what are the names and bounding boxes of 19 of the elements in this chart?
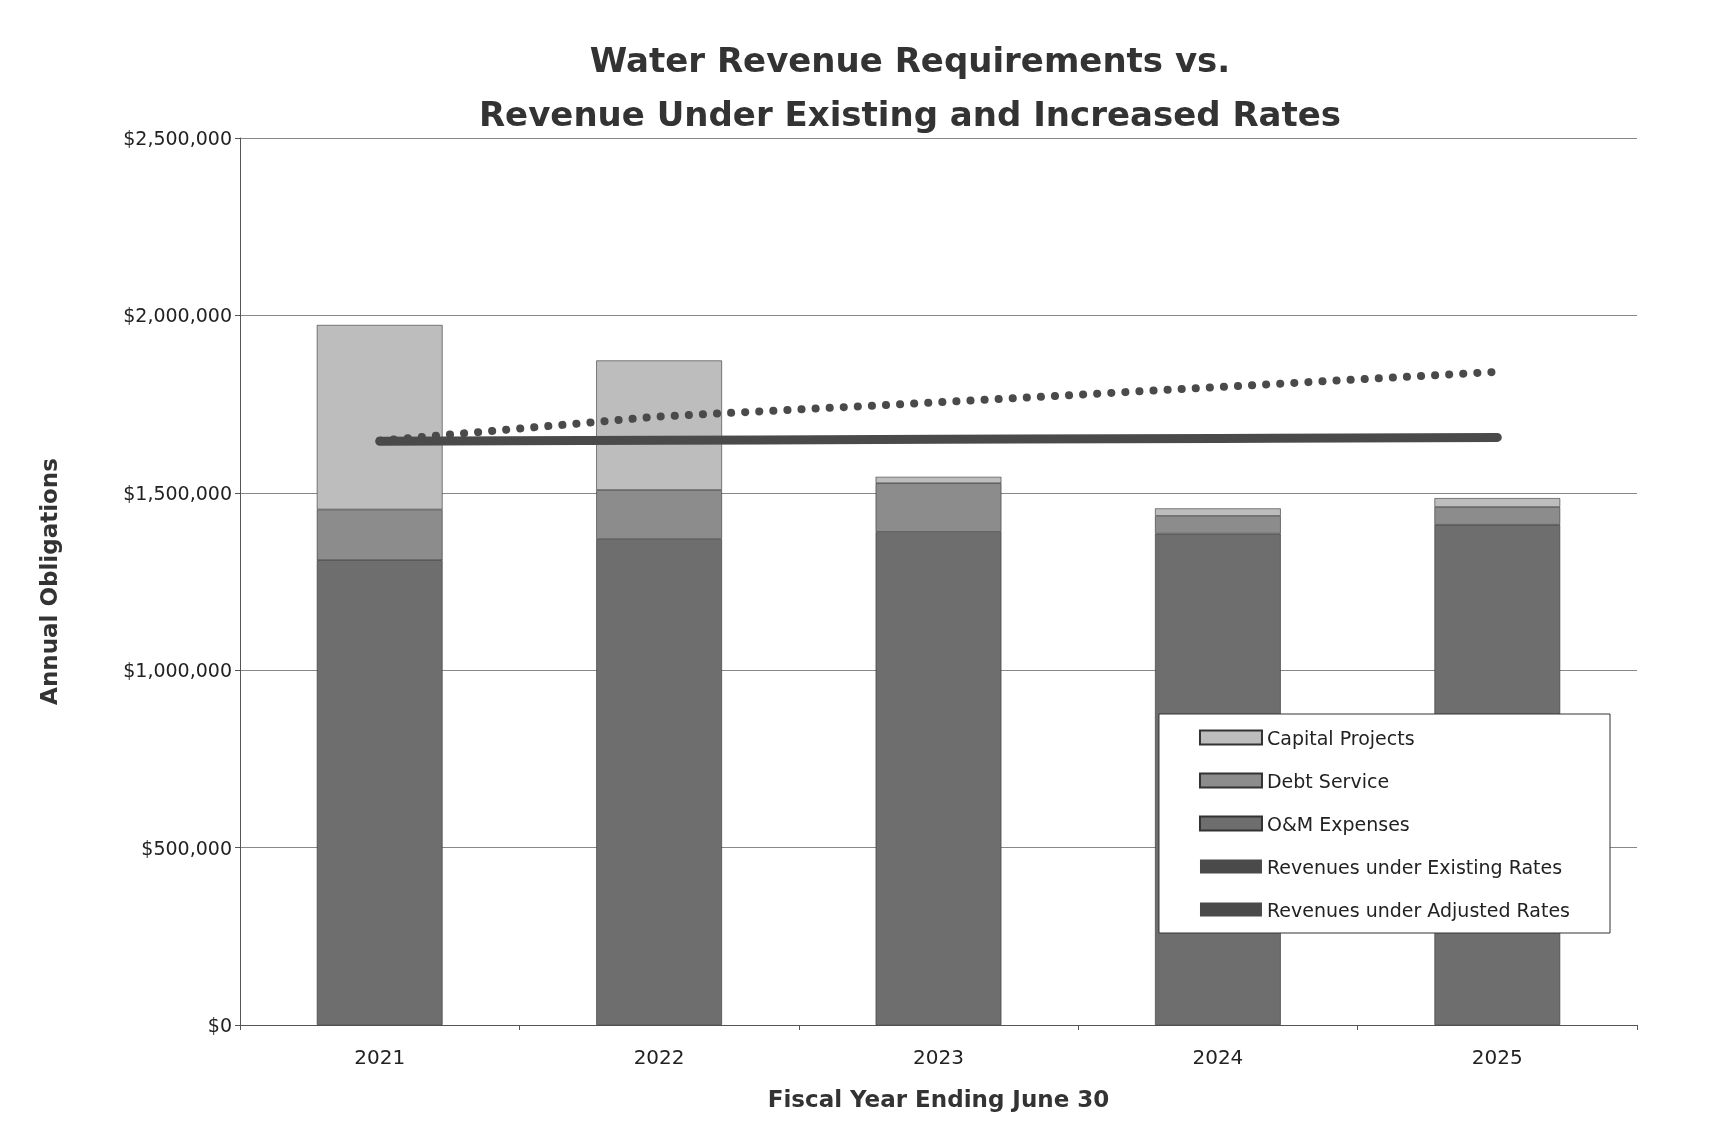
x-tick-label: 2025 <box>1471 1045 1523 1069</box>
x-tick-label: 2024 <box>1192 1045 1244 1069</box>
y-tick-label: $2,000,000 <box>123 304 232 327</box>
legend-label: Debt Service <box>1266 769 1390 792</box>
legend-label: Capital Projects <box>1266 726 1415 749</box>
legend-label: Revenues under Adjusted Rates <box>1266 898 1571 921</box>
y-tick-label: $500,000 <box>141 836 232 859</box>
y-tick-label: $1,000,000 <box>123 659 232 682</box>
x-axis-title: Fiscal Year Ending June 30 <box>767 1085 1110 1112</box>
legend-label: Revenues under Existing Rates <box>1266 855 1563 878</box>
y-axis-title: Annual Obligations <box>35 458 62 705</box>
x-tick-label: 2023 <box>913 1045 964 1069</box>
y-tick-label: $2,500,000 <box>123 127 232 149</box>
y-tick-label: $0 <box>207 1014 232 1036</box>
x-tick-label: 2022 <box>633 1045 685 1069</box>
chart-title: Water Revenue Requirements vs. Revenue Under Existing and Increased Rates <box>478 40 1342 134</box>
y-tick-label: $1,500,000 <box>123 481 232 504</box>
legend-label: O&M Expenses <box>1266 812 1410 835</box>
x-tick-label: 2021 <box>354 1045 406 1069</box>
